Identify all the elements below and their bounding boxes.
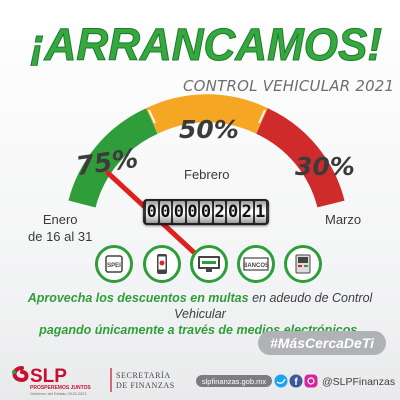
odometer-digit: 1 <box>254 201 267 223</box>
secretaria-line1: SECRETARÍA <box>116 370 171 380</box>
odometer-digit: 2 <box>213 201 226 223</box>
discount-red: 30% <box>295 152 355 181</box>
odometer-digit: 0 <box>173 201 185 223</box>
odometer: 0 0 0 0 0 2 0 2 1 <box>143 199 269 225</box>
instagram-icon[interactable] <box>304 374 318 388</box>
odometer-digit: 0 <box>186 201 199 223</box>
secretaria-line2: DE FINANZAS <box>116 381 175 390</box>
footer-graphics: SLP PROSPEREMOS JUNTOS Gobierno del Esta… <box>12 366 395 396</box>
slp-logo: SLP PROSPEREMOS JUNTOS Gobierno del Esta… <box>12 366 91 396</box>
gauge-orange-segment <box>145 94 269 134</box>
month-enero-line1: Enero <box>42 212 78 227</box>
kiosk-icon <box>284 245 322 283</box>
headline: ¡ARRANCAMOS! <box>30 20 383 66</box>
banks-icon-label: BANCOS <box>243 263 269 269</box>
hashtag-pill: #MásCercaDeTi <box>258 331 386 355</box>
online-banking-icon-glyph <box>198 256 220 272</box>
mobile-app-icon <box>143 245 181 283</box>
odometer-digit: 2 <box>240 201 253 223</box>
banks-icon: BANCOS <box>237 245 275 283</box>
mobile-app-icon-glyph <box>157 254 167 274</box>
month-enero-line2: de 16 al 31 <box>28 229 93 244</box>
kiosk-icon-glyph <box>295 254 311 274</box>
facebook-icon[interactable]: f <box>289 374 303 389</box>
website-link[interactable]: slpfinanzas.gob.mx <box>202 377 266 386</box>
month-marzo: Marzo <box>325 212 362 227</box>
slp-logo-subtagline: Gobierno del Estado 2015-2021 <box>30 391 87 396</box>
spei-icon-glyph: SPEI <box>105 255 123 273</box>
twitter-icon[interactable] <box>274 374 288 388</box>
odometer-digit: 0 <box>227 201 239 223</box>
speedometer <box>68 94 345 261</box>
odometer-digit: 0 <box>146 201 158 223</box>
message-highlight: Aprovecha los descuentos en multas <box>27 291 249 305</box>
gauge-tick <box>258 109 266 124</box>
svg-text:f: f <box>294 377 298 388</box>
month-febrero: Febrero <box>184 167 230 182</box>
spei-icon: SPEI <box>95 245 133 283</box>
website-pill <box>196 375 272 387</box>
social-handle: @SLPFinanzas <box>322 376 395 388</box>
slp-logo-tagline: PROSPEREMOS JUNTOS <box>30 385 91 391</box>
odometer-digit: 0 <box>159 201 172 223</box>
banks-icon-glyph: BANCOS <box>243 257 269 271</box>
gauge-green-segment <box>68 108 159 208</box>
gauge-tick <box>148 109 156 124</box>
discount-orange: 50% <box>179 115 239 144</box>
online-banking-icon <box>190 245 228 283</box>
spei-icon-label: SPEI <box>107 263 121 269</box>
gauge-red-segment <box>255 108 345 208</box>
slp-logo-text: SLP <box>30 366 67 387</box>
footer: SLP PROSPEREMOS JUNTOS Gobierno del Esta… <box>0 362 400 400</box>
message-middle: en adeudo de Control Vehicular <box>174 291 373 321</box>
odometer-digit: 0 <box>200 201 212 223</box>
headline-text: ¡ARRANCAMOS! <box>30 20 382 66</box>
month-enero: Enero de 16 al 31 <box>28 211 92 245</box>
subtitle: CONTROL VEHICULAR 2021 <box>183 77 395 95</box>
